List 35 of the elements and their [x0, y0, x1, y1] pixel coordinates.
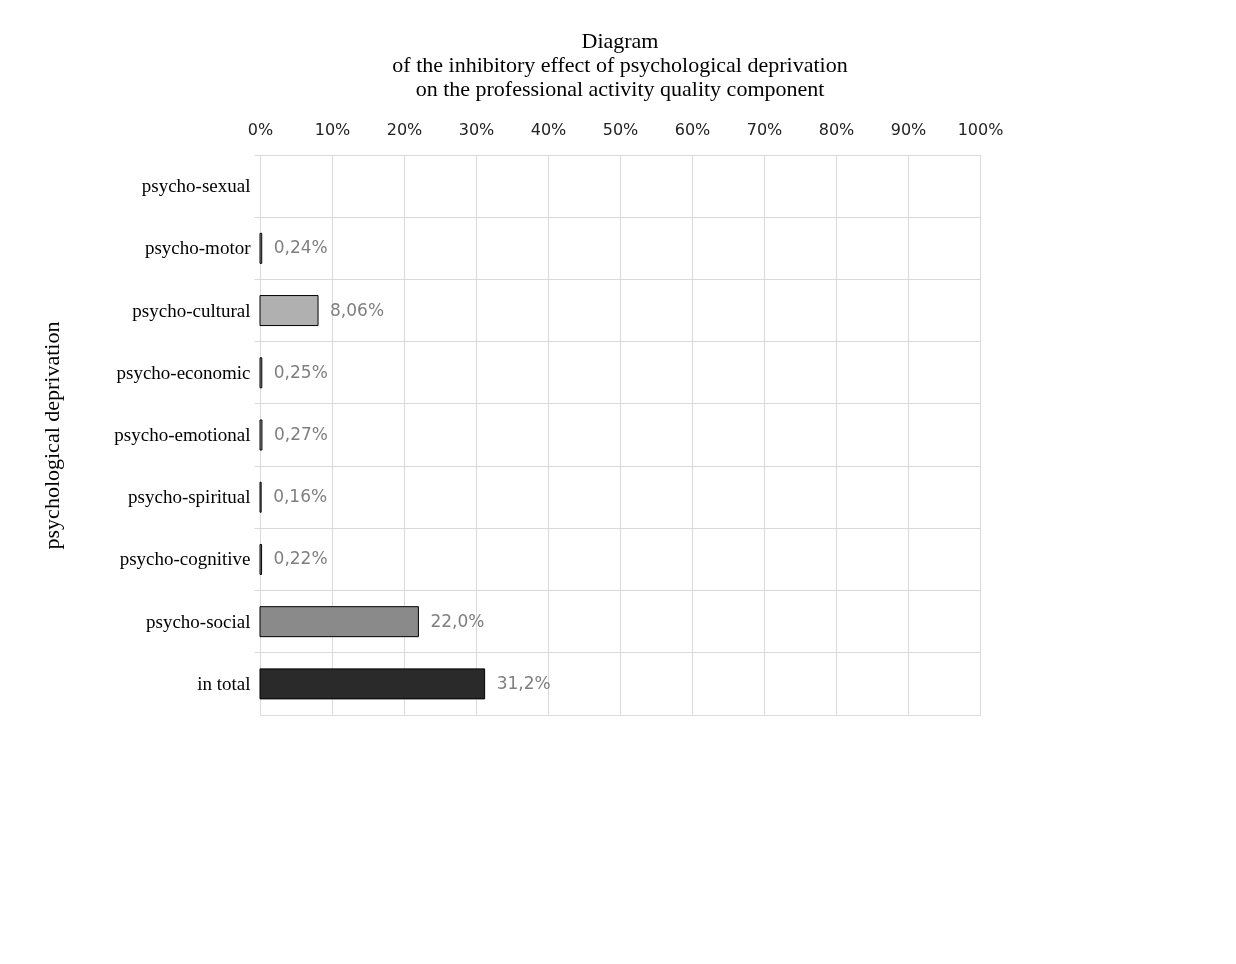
y-tick-label: psycho-spiritual — [128, 486, 251, 508]
data-label: 31,2% — [496, 672, 551, 693]
bar — [259, 668, 486, 700]
x-tick-label: 60% — [674, 119, 711, 139]
y-axis-title: psychological deprivation — [39, 321, 65, 550]
x-tick-label: 30% — [458, 119, 495, 139]
x-tick-label: 50% — [602, 119, 639, 139]
x-tick-label: 10% — [314, 119, 351, 139]
data-label: 0,25% — [273, 361, 328, 382]
text: Diagram — [581, 28, 659, 53]
x-tick-label: 40% — [530, 119, 567, 139]
x-tick-label: 80% — [818, 119, 855, 139]
text: on the professional activity quality component — [415, 76, 825, 101]
data-label: 8,06% — [330, 299, 385, 320]
y-tick-label: psycho-emotional — [114, 424, 251, 445]
data-label: 0,24% — [273, 237, 328, 258]
y-tick-label: psycho-motor — [144, 237, 252, 259]
x-tick-label: 70% — [746, 119, 783, 139]
data-label: 0,22% — [273, 548, 328, 569]
x-tick-label: 100% — [957, 119, 1004, 139]
y-tick-label: psycho-sexual — [141, 175, 251, 197]
x-tick-label: 90% — [890, 119, 927, 139]
y-tick-label: psycho-economic — [116, 361, 251, 383]
y-tick-label: psycho-social — [146, 610, 251, 632]
bar — [259, 606, 419, 638]
data-label: 0,27% — [273, 424, 328, 444]
text: of the inhibitory effect of psychological deprivation — [392, 52, 848, 77]
y-tick-label: psycho-cultural — [132, 299, 251, 321]
y-tick-label: psycho-cognitive — [119, 548, 251, 570]
data-label: 22,0% — [430, 610, 485, 631]
x-tick-label: 0% — [247, 119, 274, 139]
y-tick-label: in total — [197, 672, 251, 694]
data-label: 0,16% — [273, 486, 328, 507]
x-tick-label: 20% — [386, 119, 423, 139]
bar — [259, 295, 319, 327]
